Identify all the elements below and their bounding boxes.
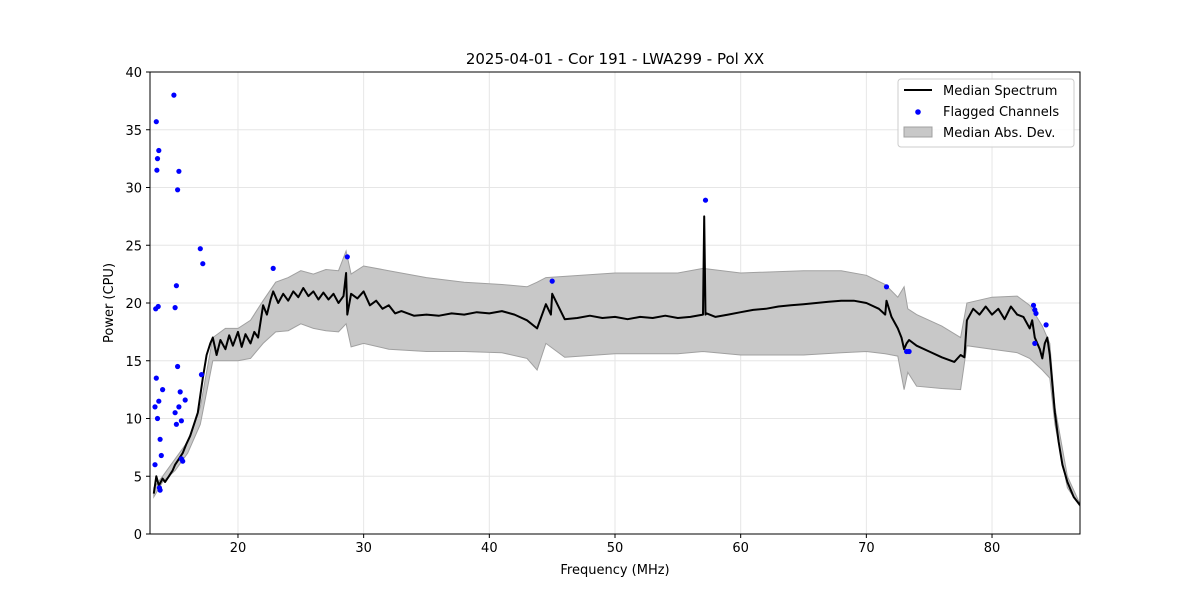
x-tick-label: 70 xyxy=(858,541,875,556)
y-tick-label: 10 xyxy=(125,413,142,428)
y-axis-label: Power (CPU) xyxy=(102,263,117,343)
flagged-points-layer xyxy=(152,92,1049,493)
flagged-channel-point xyxy=(175,363,181,370)
flagged-channel-point xyxy=(160,387,166,393)
y-tick-label: 15 xyxy=(125,355,142,370)
y-tick-label: 20 xyxy=(125,297,142,312)
flagged-channel-point xyxy=(157,436,163,442)
flagged-channel-point xyxy=(152,462,158,468)
x-axis-label: Frequency (MHz) xyxy=(560,563,669,578)
flagged-channel-point xyxy=(1033,310,1039,316)
flagged-channel-point xyxy=(154,156,161,162)
mad-band xyxy=(153,249,1080,508)
flagged-channel-point xyxy=(182,397,188,403)
flagged-channel-point xyxy=(1030,302,1037,308)
flagged-channel-point xyxy=(198,372,205,378)
y-tick-label: 30 xyxy=(125,182,142,197)
x-tick-label: 20 xyxy=(230,541,247,556)
flagged-channel-point xyxy=(1043,322,1049,328)
flagged-channel-point xyxy=(177,389,183,395)
flagged-channel-point xyxy=(173,421,179,427)
legend-median-label: Median Spectrum xyxy=(943,84,1057,99)
y-tick-label: 35 xyxy=(125,124,142,139)
flagged-channel-point xyxy=(270,265,276,271)
x-tick-label: 60 xyxy=(732,541,749,556)
legend-flagged-label: Flagged Channels xyxy=(943,105,1059,120)
flagged-channel-point xyxy=(178,456,184,462)
flagged-channel-point xyxy=(158,452,164,459)
flagged-channel-point xyxy=(157,487,163,493)
flagged-channel-point xyxy=(155,303,161,310)
flagged-channel-point xyxy=(152,404,158,410)
flagged-channel-point xyxy=(154,167,160,173)
flagged-channel-point xyxy=(156,398,162,404)
y-tick-label: 25 xyxy=(125,239,142,254)
flagged-channel-point xyxy=(175,187,181,193)
chart-title: 2025-04-01 - Cor 191 - LWA299 - Pol XX xyxy=(466,50,764,68)
y-tick-label: 5 xyxy=(134,470,142,485)
flagged-channel-point xyxy=(200,261,206,267)
legend-box xyxy=(897,78,1075,148)
flagged-channel-point xyxy=(153,119,159,125)
y-axis-ticks: 0 5 10 15 20 25 30 35 40 xyxy=(125,66,150,543)
flagged-channel-point xyxy=(176,404,182,410)
x-tick-label: 40 xyxy=(481,541,498,556)
flagged-channel-point xyxy=(197,246,203,252)
x-tick-label: 80 xyxy=(984,541,1001,556)
median-spectrum-line xyxy=(152,215,1080,506)
median-line-layer xyxy=(152,215,1080,506)
x-axis-ticks: 20 30 40 50 60 70 80 xyxy=(230,534,1001,556)
y-tick-label: 40 xyxy=(125,66,142,81)
flagged-channel-point xyxy=(549,278,555,284)
flagged-channel-point xyxy=(156,147,162,154)
flagged-channel-point xyxy=(154,415,161,422)
legend-flagged-swatch xyxy=(915,109,921,115)
flagged-channel-point xyxy=(883,284,890,290)
legend-mad-swatch xyxy=(903,126,933,138)
legend: Median Spectrum Flagged Channels Median … xyxy=(897,78,1075,148)
flagged-channel-point xyxy=(178,418,184,424)
flagged-channel-point xyxy=(172,410,178,416)
flagged-channel-point xyxy=(172,305,178,311)
x-tick-label: 30 xyxy=(355,541,372,556)
flagged-channel-point xyxy=(153,375,159,381)
flagged-channel-point xyxy=(176,168,182,174)
flagged-channel-point xyxy=(1032,340,1038,346)
flagged-channel-point xyxy=(171,92,177,98)
x-tick-label: 50 xyxy=(607,541,624,556)
flagged-channel-point xyxy=(344,254,350,260)
mad-band-layer xyxy=(153,249,1080,508)
y-tick-label: 0 xyxy=(134,528,142,543)
legend-mad-label: Median Abs. Dev. xyxy=(943,126,1055,141)
flagged-channel-point xyxy=(702,197,709,203)
flagged-channel-point xyxy=(173,283,179,289)
flagged-channel-point xyxy=(906,348,912,355)
